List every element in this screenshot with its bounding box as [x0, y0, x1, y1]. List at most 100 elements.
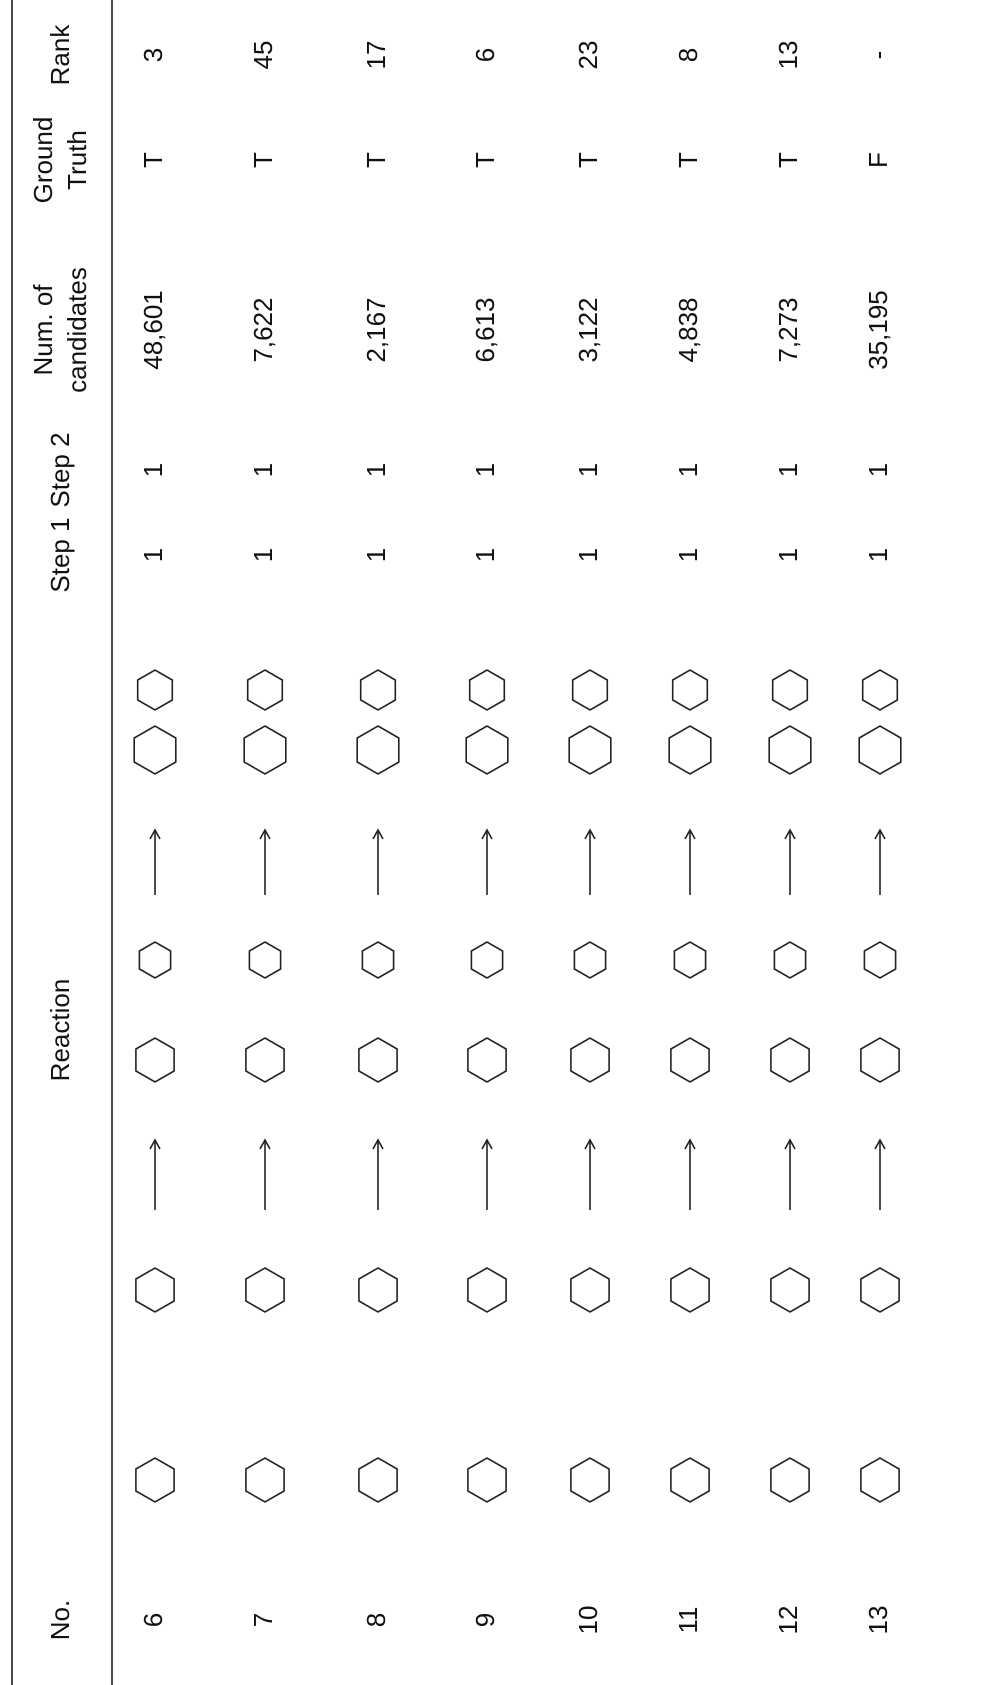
table-cell: 1 — [773, 548, 803, 562]
molecule-ring — [569, 726, 611, 774]
molecule-ring — [466, 726, 508, 774]
molecule-ring — [671, 1268, 709, 1312]
molecule-ring — [771, 1038, 809, 1082]
reaction-structures — [134, 670, 901, 1502]
table-cell: 35,195 — [863, 290, 893, 370]
table-cell: 1 — [248, 548, 278, 562]
molecule-ring — [359, 1038, 397, 1082]
table-cell: 11 — [673, 1607, 703, 1634]
table-cell: 12 — [773, 1606, 803, 1635]
table-cell: 1 — [248, 463, 278, 477]
molecule-ring — [861, 1268, 899, 1312]
molecule-ring — [244, 726, 286, 774]
molecule-ring — [773, 670, 808, 710]
molecule-ring — [468, 1268, 506, 1312]
table-cell: 6,613 — [470, 297, 500, 362]
molecule-ring — [574, 942, 605, 978]
table-cell: T — [248, 152, 278, 168]
molecule-ring — [246, 1458, 284, 1502]
table-cell: F — [863, 152, 893, 168]
molecule-ring — [471, 942, 502, 978]
table-cell: 23 — [573, 41, 603, 70]
column-header: Truth — [62, 130, 92, 190]
molecule-ring — [246, 1038, 284, 1082]
molecule-ring — [671, 1458, 709, 1502]
molecule-ring — [774, 942, 805, 978]
molecule-ring — [571, 1268, 609, 1312]
table-cell: 7,622 — [248, 297, 278, 362]
table-cell: 7,273 — [773, 297, 803, 362]
molecule-ring — [859, 726, 901, 774]
molecule-ring — [136, 1268, 174, 1312]
table-cell: T — [573, 152, 603, 168]
molecule-ring — [246, 1268, 284, 1312]
table-cell: 7 — [248, 1613, 278, 1627]
molecule-ring — [362, 942, 393, 978]
table-cell: T — [138, 152, 168, 168]
table-cell: 1 — [361, 548, 391, 562]
molecule-ring — [571, 1038, 609, 1082]
column-header: Ground — [28, 117, 58, 204]
molecule-ring — [671, 1038, 709, 1082]
table-cell: 45 — [248, 41, 278, 70]
molecule-ring — [357, 726, 399, 774]
table-cell: 1 — [673, 548, 703, 562]
column-header: Num. of — [28, 284, 58, 376]
table-cell: 1 — [863, 548, 893, 562]
molecule-ring — [863, 670, 898, 710]
table-cell: 1 — [573, 548, 603, 562]
molecule-ring — [361, 670, 396, 710]
column-header: No. — [45, 1600, 75, 1640]
table-cell: 1 — [773, 463, 803, 477]
molecule-ring — [861, 1458, 899, 1502]
column-header: Rank — [45, 24, 75, 86]
molecule-ring — [669, 726, 711, 774]
table-cell: 3,122 — [573, 297, 603, 362]
molecule-ring — [674, 942, 705, 978]
table-cell: 48,601 — [138, 290, 168, 370]
molecule-ring — [136, 1038, 174, 1082]
molecule-ring — [359, 1268, 397, 1312]
table-cell: 1 — [573, 463, 603, 477]
table-cell: 6 — [138, 1613, 168, 1627]
rotated-table: No.ReactionStep 1Step 2Num. ofcandidates… — [0, 0, 995, 1685]
molecule-ring — [248, 670, 283, 710]
molecule-ring — [771, 1458, 809, 1502]
table-cell: 1 — [138, 548, 168, 562]
table-cell: 2,167 — [361, 297, 391, 362]
table-cell: 13 — [863, 1606, 893, 1635]
molecule-ring — [771, 1268, 809, 1312]
column-header: Step 1 — [45, 517, 75, 592]
column-header: Reaction — [45, 979, 75, 1082]
column-header: candidates — [62, 267, 92, 393]
table-cell: T — [673, 152, 703, 168]
molecule-ring — [470, 670, 505, 710]
table-cell: T — [361, 152, 391, 168]
table-cell: 8 — [673, 48, 703, 62]
table-cell: - — [863, 51, 893, 60]
table-cell: 13 — [773, 41, 803, 70]
molecule-ring — [139, 942, 170, 978]
table-cell: 1 — [863, 463, 893, 477]
table-cell: 3 — [138, 48, 168, 62]
molecule-ring — [571, 1458, 609, 1502]
table-cell: T — [773, 152, 803, 168]
molecule-ring — [359, 1458, 397, 1502]
molecule-ring — [573, 670, 608, 710]
table-cell: 1 — [673, 463, 703, 477]
table-cell: 4,838 — [673, 297, 703, 362]
table-cell: 1 — [361, 463, 391, 477]
molecule-ring — [673, 670, 708, 710]
molecule-ring — [134, 726, 176, 774]
molecule-ring — [468, 1458, 506, 1502]
molecule-ring — [249, 942, 280, 978]
table-cell: 9 — [470, 1613, 500, 1627]
molecule-ring — [468, 1038, 506, 1082]
table-cell: 1 — [138, 463, 168, 477]
table-cell: T — [470, 152, 500, 168]
molecule-ring — [136, 1458, 174, 1502]
table-cell: 17 — [361, 41, 391, 70]
molecule-ring — [861, 1038, 899, 1082]
table-cell: 1 — [470, 463, 500, 477]
table-cell: 8 — [361, 1613, 391, 1627]
